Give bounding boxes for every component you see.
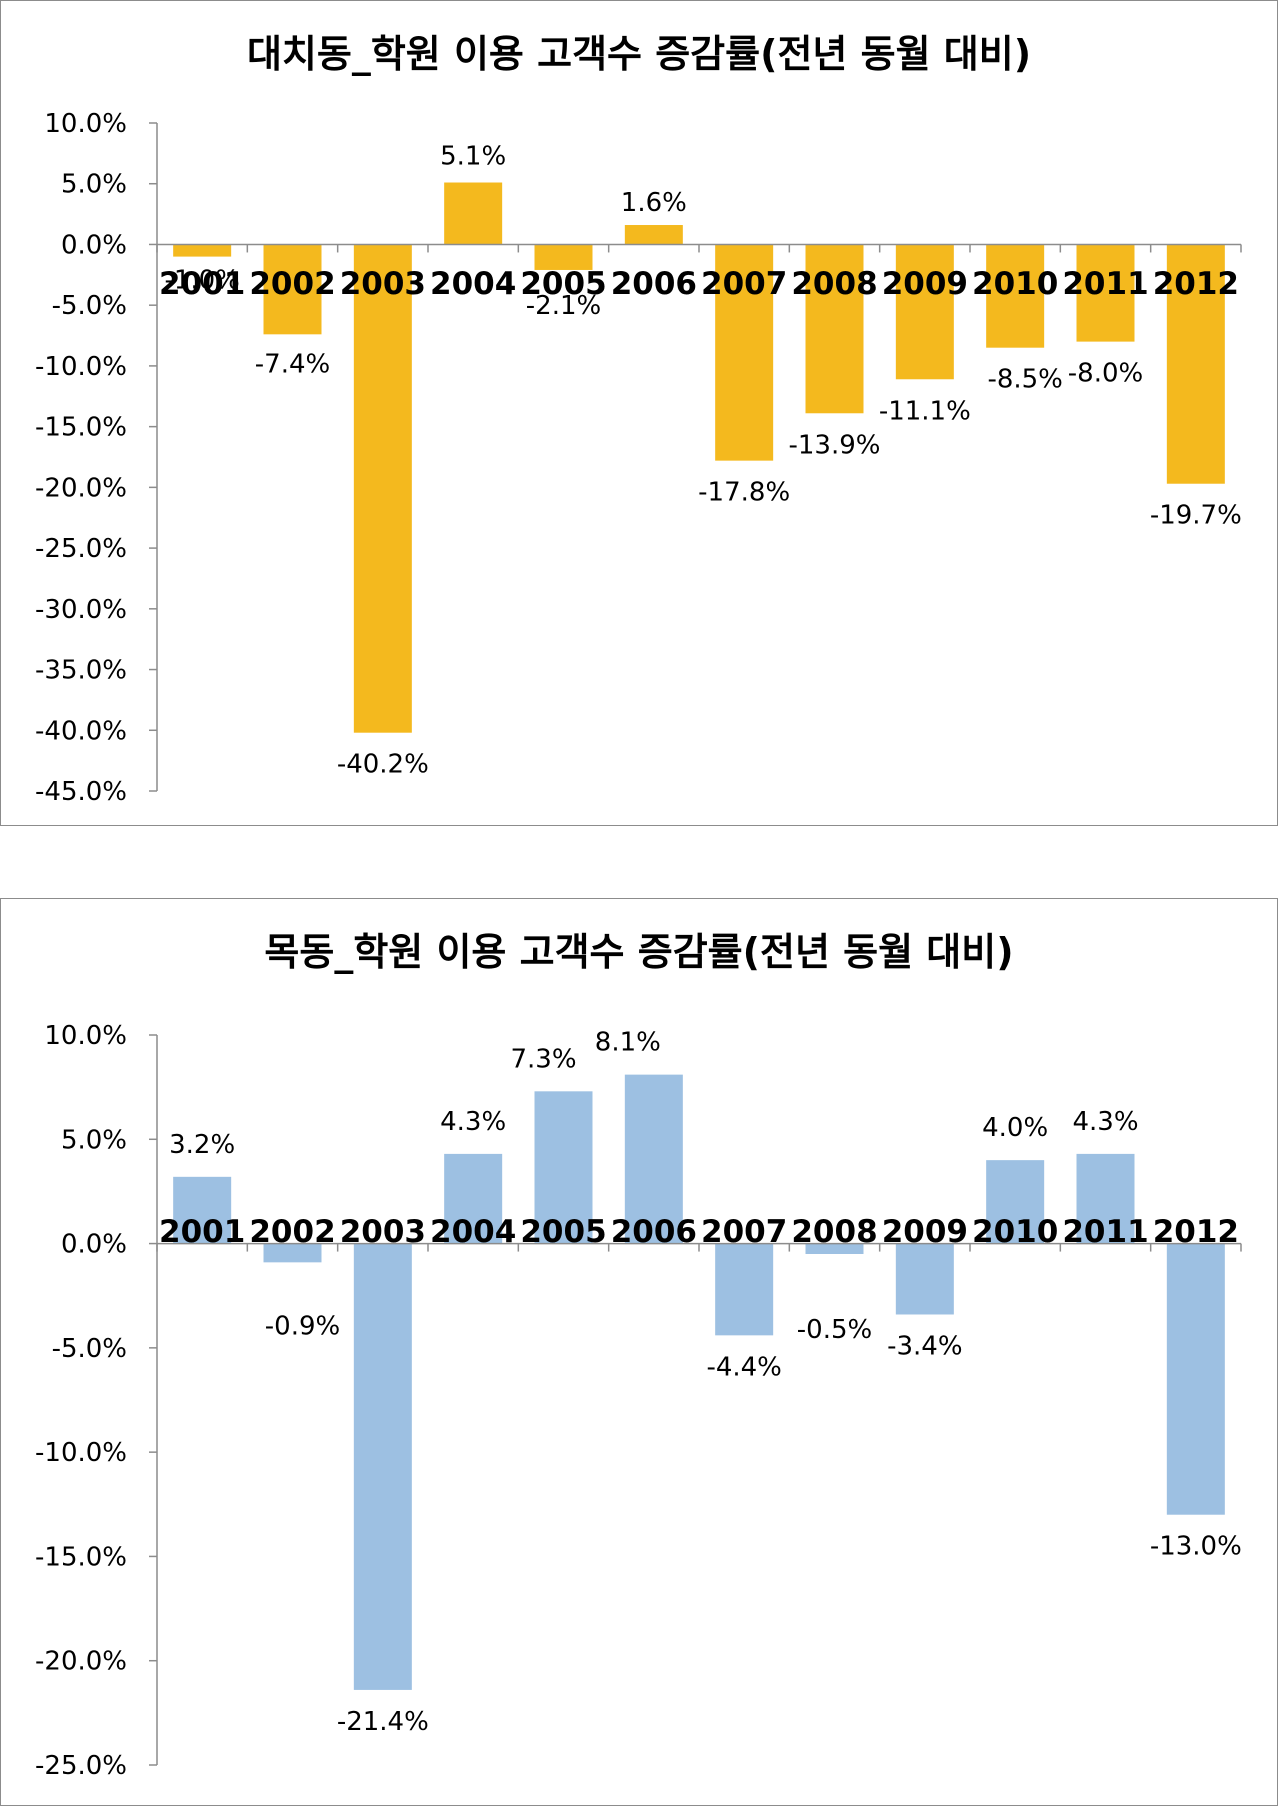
data-label: 3.2% (169, 1130, 235, 1160)
data-label: 4.0% (982, 1113, 1048, 1143)
x-tick-label: 2011 (1062, 266, 1148, 302)
x-tick-label: 2011 (1062, 1214, 1148, 1250)
x-tick-label: 2012 (1153, 266, 1239, 302)
bar-2002 (263, 244, 322, 335)
bar-2006 (624, 1074, 683, 1244)
x-tick-label: 2007 (701, 266, 787, 302)
bar-2004 (444, 1153, 503, 1244)
bar-2002 (263, 1243, 322, 1263)
x-tick-label: 2001 (159, 266, 245, 302)
bar-chart-daechi: 10.0% 5.0% 0.0% -5.0% -10.0% -15.0% -20.0% -25.… (35, 109, 1242, 807)
data-label: -4.4% (706, 1352, 781, 1382)
y-tick-label: 5.0% (61, 1125, 127, 1155)
x-tick-label: 2003 (340, 266, 426, 302)
data-label: -8.5% (987, 365, 1062, 395)
data-label: 8.1% (595, 1028, 661, 1058)
data-label: 4.3% (440, 1107, 506, 1137)
data-label: 5.1% (440, 142, 506, 172)
x-tick-label: 2002 (249, 1214, 335, 1250)
bar-2009 (895, 1243, 954, 1315)
data-label: -3.4% (887, 1331, 962, 1361)
bar-2005 (534, 244, 593, 270)
y-tick-label: -5.0% (52, 1334, 127, 1364)
x-tick-label: 2005 (520, 266, 606, 302)
bar-2007 (715, 244, 774, 461)
y-tick-label: -20.0% (35, 1647, 127, 1677)
bar-2008 (805, 1243, 864, 1254)
data-label: 4.3% (1072, 1107, 1138, 1137)
y-tick-label: 5.0% (61, 170, 127, 200)
bar-2003 (353, 244, 412, 733)
y-tick-label: -45.0% (35, 777, 127, 807)
y-tick-label: 10.0% (44, 109, 127, 139)
bar-chart-mokdong: 10.0% 5.0% 0.0% -5.0% -10.0% -15.0% -20.0% -25.… (35, 1021, 1242, 1781)
chart-title: 목동_학원 이용 고객수 증감률(전년 동월 대비) (264, 930, 1014, 974)
y-tick-label: -35.0% (35, 656, 127, 686)
data-label: 7.3% (510, 1044, 576, 1074)
x-tick-label: 2009 (882, 266, 968, 302)
data-label: -21.4% (337, 1707, 429, 1737)
data-label: -2.1% (526, 291, 601, 321)
x-tick-label: 2010 (972, 1214, 1058, 1250)
x-tick-label: 2006 (611, 266, 697, 302)
x-tick-label: 2008 (791, 266, 877, 302)
bar-2001 (173, 1176, 232, 1244)
x-tick-label: 2004 (430, 1214, 516, 1250)
x-tick-label: 2005 (520, 1214, 606, 1250)
chart-title: 대치동_학원 이용 고객수 증감률(전년 동월 대비) (246, 32, 1032, 76)
y-tick-label: 10.0% (44, 1021, 127, 1051)
x-tick-label: 2012 (1153, 1214, 1239, 1250)
data-label: -40.2% (337, 750, 429, 780)
data-label: -13.0% (1150, 1532, 1242, 1562)
y-tick-label: -25.0% (35, 534, 127, 564)
data-label: -17.8% (698, 478, 790, 508)
x-tick-label: 2007 (701, 1214, 787, 1250)
bar-2009 (895, 244, 954, 380)
data-label: -8.0% (1068, 359, 1143, 389)
bar-2010 (986, 244, 1045, 348)
y-tick-label: -10.0% (35, 352, 127, 382)
chart-panel-mokdong: 목동_학원 이용 고객수 증감률(전년 동월 대비) 10.0% 5.0% 0.0%… (0, 898, 1278, 1806)
y-tick-label: 0.0% (61, 1230, 127, 1260)
x-tick-label: 2002 (249, 266, 335, 302)
y-tick-label: -40.0% (35, 716, 127, 746)
y-tick-label: -5.0% (52, 291, 127, 321)
data-label: -0.5% (797, 1315, 872, 1345)
bar-2003 (353, 1243, 412, 1690)
y-tick-label: -20.0% (35, 473, 127, 503)
y-tick-label: -30.0% (35, 595, 127, 625)
x-tick-label: 2004 (430, 266, 516, 302)
y-tick-label: -10.0% (35, 1438, 127, 1468)
bar-2010 (986, 1160, 1045, 1244)
x-tick-label: 2008 (791, 1214, 877, 1250)
bar-2006 (624, 225, 683, 245)
bar-2012 (1166, 1243, 1225, 1515)
y-tick-label: -15.0% (35, 413, 127, 443)
bar-2011 (1076, 1153, 1135, 1244)
x-tick-label: 2001 (159, 1214, 245, 1250)
y-tick-label: 0.0% (61, 230, 127, 260)
x-tick-label: 2009 (882, 1214, 968, 1250)
data-label: -7.4% (255, 349, 330, 379)
bar-2008 (805, 244, 864, 414)
chart-panel-daechi: 대치동_학원 이용 고객수 증감률(전년 동월 대비) 10.0% 5.0% 0.0… (0, 0, 1278, 826)
data-label: -19.7% (1150, 501, 1242, 531)
data-label: -13.9% (789, 430, 881, 460)
bar-2011 (1076, 244, 1135, 342)
x-tick-label: 2006 (611, 1214, 697, 1250)
data-label: -1.0% (164, 266, 239, 296)
bar-2012 (1166, 244, 1225, 484)
data-label: -11.1% (879, 396, 971, 426)
bar-2004 (444, 182, 503, 245)
data-label: -0.9% (265, 1311, 340, 1341)
y-tick-label: -15.0% (35, 1542, 127, 1572)
bar-2007 (715, 1243, 774, 1336)
x-tick-label: 2003 (340, 1214, 426, 1250)
bar-2001 (173, 244, 232, 257)
y-tick-label: -25.0% (35, 1751, 127, 1781)
data-label: 1.6% (621, 188, 687, 218)
x-tick-label: 2010 (972, 266, 1058, 302)
bar-2005 (534, 1091, 593, 1244)
